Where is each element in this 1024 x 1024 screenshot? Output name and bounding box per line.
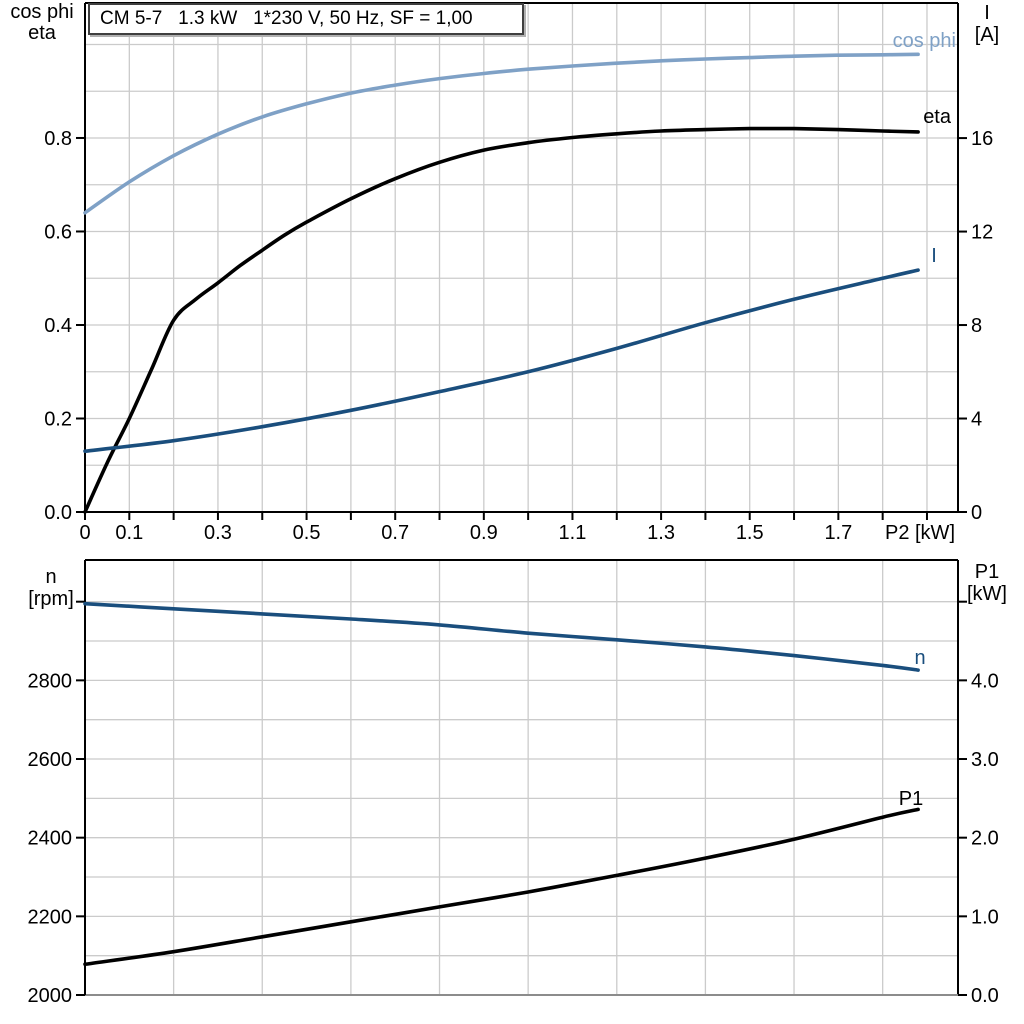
curve-p1 — [83, 807, 920, 967]
right-axis-title-bottom-chart: P1 [kW] — [948, 561, 1024, 605]
x-tick-label: 0.5 — [293, 522, 321, 544]
right-tick-label: 16 — [971, 128, 993, 150]
right-tick-label: 4.0 — [971, 670, 999, 692]
right-tick-label: 12 — [971, 222, 993, 244]
motor-mechanical-chart: 2000 2200 2400 2600 2800 0.0 1.0 2.0 3.0 4.0 n P1 — [28, 559, 999, 1007]
x-tick-label: 0.1 — [115, 522, 143, 544]
x-tick-label: 0.3 — [204, 522, 232, 544]
x-tick-label: 1.5 — [736, 522, 764, 544]
left-axis-title-line2: [rpm] — [28, 588, 74, 610]
curve-i — [83, 268, 920, 453]
motor-electrical-chart: 0 0.1 0.3 0.5 0.7 0.9 1.1 1.3 1.5 1.7 P2 [kW] 0.0 0.… — [44, 2, 993, 544]
left-tick-label: 0.0 — [44, 502, 72, 524]
left-axis-title-top-chart: cos phi eta — [2, 2, 82, 44]
x-tick-label: 0.9 — [470, 522, 498, 544]
left-tick-label: 2600 — [28, 749, 73, 771]
right-tick-label: 4 — [971, 409, 982, 431]
curve-label-p1: P1 — [899, 788, 923, 810]
curve-label-i: I — [931, 245, 937, 267]
x-tick-label: 0 — [79, 522, 90, 544]
left-tick-label: 0.6 — [44, 221, 72, 243]
x-tick-label: 1.3 — [647, 522, 675, 544]
right-axis-title-line2: [kW] — [967, 583, 1007, 605]
right-axis-title-line2: [A] — [974, 24, 1000, 46]
left-axis-title-line1: n — [45, 566, 57, 588]
right-tick-label: 1.0 — [971, 906, 999, 928]
left-tick-label: 0.8 — [44, 128, 72, 150]
right-tick-label: 0 — [971, 502, 982, 524]
right-axis-title-top-chart: I [A] — [952, 2, 1022, 46]
curve-label-eta: eta — [923, 106, 952, 128]
curve-label-n: n — [914, 647, 925, 669]
left-axis-title-bottom-chart: n [rpm] — [12, 566, 90, 610]
left-tick-label: 0.2 — [44, 408, 72, 430]
curve-label-cos-phi: cos phi — [893, 30, 956, 52]
curve-eta — [83, 126, 920, 514]
x-tick-label: 1.1 — [559, 522, 587, 544]
right-tick-label: 0.0 — [971, 985, 999, 1007]
right-axis-title-line1: P1 — [974, 561, 1000, 583]
x-tick-label: 1.7 — [824, 522, 852, 544]
left-tick-label: 2400 — [28, 828, 73, 850]
right-tick-label: 3.0 — [971, 749, 999, 771]
right-tick-label: 8 — [971, 315, 982, 337]
left-tick-label: 2800 — [28, 670, 73, 692]
x-tick-label: 0.7 — [381, 522, 409, 544]
chart-title: CM 5-7 1.3 kW 1*230 V, 50 Hz, SF = 1,00 — [100, 8, 473, 29]
curve-n — [83, 601, 920, 672]
chart-title-box: CM 5-7 1.3 kW 1*230 V, 50 Hz, SF = 1,00 — [88, 3, 524, 35]
left-tick-label: 2200 — [28, 906, 73, 928]
left-axis-title-line2: eta — [28, 22, 56, 44]
right-tick-label: 2.0 — [971, 828, 999, 850]
left-tick-label: 0.4 — [44, 315, 72, 337]
curve-cos-phi — [83, 52, 920, 215]
right-axis-title-line1: I — [984, 2, 990, 24]
left-tick-label: 2000 — [28, 985, 73, 1007]
x-axis-unit-label: P2 [kW] — [885, 522, 955, 544]
left-axis-title-line1: cos phi — [10, 1, 74, 23]
